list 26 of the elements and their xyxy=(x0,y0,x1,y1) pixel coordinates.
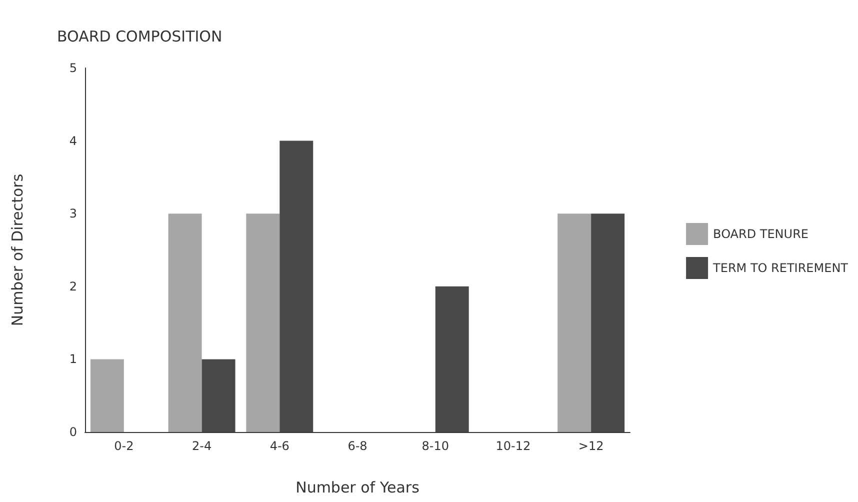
legend-label: TERM TO RETIREMENT xyxy=(712,261,849,275)
y-tick-label: 2 xyxy=(69,279,77,294)
bar xyxy=(202,359,236,432)
x-axis-title: Number of Years xyxy=(296,478,420,496)
y-tick-label: 1 xyxy=(69,352,77,366)
bar xyxy=(280,140,314,432)
x-tick-label: 2-4 xyxy=(192,439,212,453)
y-tick-label: 4 xyxy=(69,134,77,148)
bar xyxy=(591,214,625,432)
x-tick-label: 6-8 xyxy=(348,439,368,453)
y-axis-title: Number of Directors xyxy=(8,174,26,326)
x-tick-label: >12 xyxy=(578,439,604,453)
bar xyxy=(246,214,280,432)
bar xyxy=(435,286,469,432)
bar xyxy=(558,214,592,432)
y-tick-label: 5 xyxy=(69,61,77,75)
y-tick-label: 3 xyxy=(69,206,77,221)
x-tick-label: 4-6 xyxy=(270,439,290,453)
chart-title: BOARD COMPOSITION xyxy=(57,28,222,46)
legend-label: BOARD TENURE xyxy=(713,227,808,241)
x-tick-label: 0-2 xyxy=(114,439,134,453)
bar xyxy=(90,359,124,432)
bar xyxy=(168,214,202,432)
y-tick-label: 0 xyxy=(69,425,77,439)
x-tick-label: 8-10 xyxy=(422,439,449,453)
x-tick-label: 10-12 xyxy=(496,439,531,453)
